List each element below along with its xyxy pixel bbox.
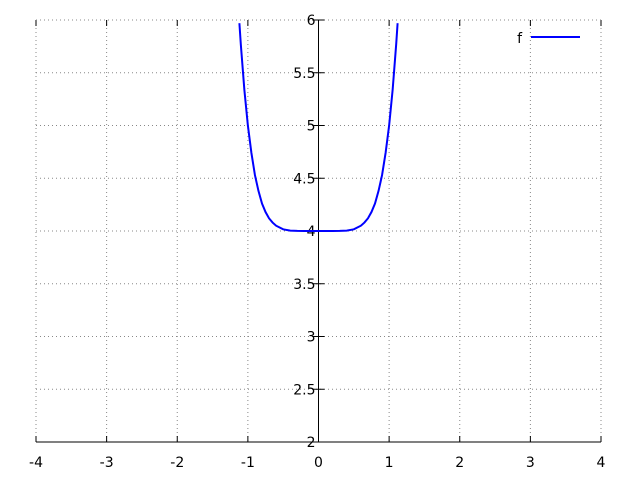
- y-tick-label: 6: [307, 13, 316, 29]
- x-tick-label: -3: [100, 455, 114, 471]
- y-tick-label: 4: [307, 224, 316, 240]
- y-tick-label: 4.5: [293, 171, 315, 187]
- x-tick-label: -4: [29, 455, 43, 471]
- y-tick-label: 5: [307, 119, 316, 135]
- x-tick-label: 1: [385, 455, 394, 471]
- series-line-f: [238, 23, 399, 232]
- y-tick-label: 2.5: [293, 382, 315, 398]
- y-tick-label: 3.5: [293, 277, 315, 293]
- y-tick-label: 5.5: [293, 66, 315, 82]
- x-tick-label: 3: [526, 455, 535, 471]
- x-tick-label: -2: [170, 455, 184, 471]
- x-tick-label: 4: [597, 455, 606, 471]
- y-tick-label: 2: [307, 435, 316, 451]
- legend-label: f: [517, 31, 523, 47]
- y-tick-label: 3: [307, 330, 316, 346]
- x-tick-label: -1: [241, 455, 255, 471]
- x-tick-label: 2: [455, 455, 464, 471]
- x-tick-label: 0: [314, 455, 323, 471]
